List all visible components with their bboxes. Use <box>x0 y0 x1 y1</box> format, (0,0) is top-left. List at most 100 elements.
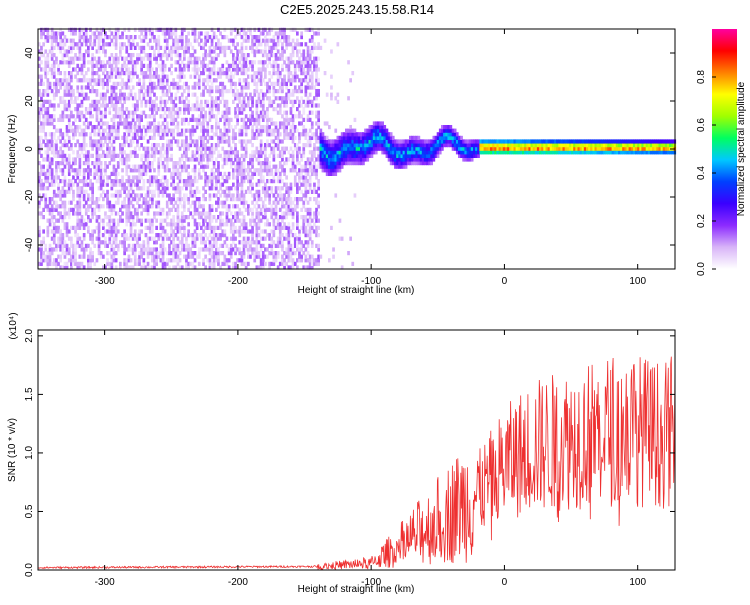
heatmap-cell <box>210 107 214 112</box>
heatmap-cell <box>306 189 310 194</box>
heatmap-cell <box>259 81 263 86</box>
heatmap-cell <box>114 132 118 137</box>
heatmap-cell <box>223 110 227 115</box>
heatmap-cell <box>165 89 169 94</box>
heatmap-cell <box>59 99 62 104</box>
heatmap-cell <box>161 74 165 79</box>
heatmap-cell <box>89 218 92 223</box>
heatmap-cell <box>300 85 303 90</box>
heatmap-cell <box>38 179 41 184</box>
heatmap-cell <box>202 60 205 65</box>
heatmap-cell <box>283 27 286 32</box>
heatmap-cell <box>178 193 182 198</box>
heatmap-cell <box>300 254 303 259</box>
heatmap-cell <box>97 35 101 40</box>
heatmap-cell <box>223 229 227 234</box>
heatmap-cell <box>38 114 41 119</box>
heatmap-cell <box>174 254 178 259</box>
heatmap-cell <box>325 161 329 166</box>
heatmap-cell <box>52 229 56 234</box>
heatmap-cell <box>225 35 229 40</box>
heatmap-cell <box>148 247 152 252</box>
heatmap-cell <box>170 139 173 144</box>
heatmap-cell <box>153 121 156 126</box>
heatmap-cell <box>296 38 299 43</box>
heatmap-cell <box>223 27 227 32</box>
heatmap-cell <box>298 171 301 176</box>
heatmap-cell <box>67 186 71 191</box>
heatmap-cell <box>65 132 69 137</box>
heatmap-cell <box>168 207 171 212</box>
heatmap-cell <box>293 71 297 76</box>
heatmap-cell <box>242 153 246 158</box>
heatmap-cell <box>178 218 182 223</box>
heatmap-cell <box>153 74 156 79</box>
heatmap-cell <box>148 89 152 94</box>
heatmap-cell <box>283 251 286 256</box>
heatmap-cell <box>121 243 124 248</box>
heatmap-cell <box>330 139 333 144</box>
heatmap-cell <box>80 42 84 47</box>
heatmap-cell <box>274 63 278 68</box>
heatmap-cell <box>61 157 65 162</box>
heatmap-cell <box>59 38 62 43</box>
heatmap-cell <box>247 229 250 234</box>
heatmap-cell <box>287 92 291 97</box>
heatmap-cell <box>42 125 45 130</box>
heatmap-cell <box>236 179 239 184</box>
heatmap-cell <box>283 225 286 230</box>
heatmap-cell <box>112 121 116 126</box>
heatmap-cell <box>197 168 201 173</box>
heatmap-cell <box>219 215 222 220</box>
heatmap-cell <box>155 27 158 32</box>
heatmap-cell <box>244 53 248 58</box>
heatmap-cell <box>236 63 239 68</box>
heatmap-cell <box>266 125 269 130</box>
heatmap-cell <box>99 164 103 169</box>
heatmap-cell <box>244 92 248 97</box>
heatmap-cell <box>315 135 318 140</box>
heatmap-cell <box>261 92 265 97</box>
heatmap-cell <box>278 132 282 137</box>
heatmap-cell <box>176 222 180 227</box>
heatmap-cell <box>187 200 190 205</box>
heatmap-cell <box>236 218 239 223</box>
heatmap-cell <box>274 171 278 176</box>
heatmap-cell <box>215 233 218 238</box>
heatmap-cell <box>253 251 257 256</box>
heatmap-cell <box>89 254 92 259</box>
heatmap-cell <box>102 222 105 227</box>
heatmap-cell <box>229 38 233 43</box>
heatmap-cell <box>151 74 154 79</box>
heatmap-cell <box>306 56 310 61</box>
heatmap-cell <box>221 114 225 119</box>
heatmap-cell <box>155 96 158 101</box>
heatmap-cell <box>315 146 318 151</box>
heatmap-cell <box>274 42 278 47</box>
heatmap-cell <box>48 218 52 223</box>
heatmap-cell <box>298 251 301 256</box>
heatmap-cell <box>272 89 276 94</box>
heatmap-cell <box>300 103 303 108</box>
heatmap-cell <box>281 164 284 169</box>
heatmap-cell <box>159 85 163 90</box>
heatmap-cell <box>91 71 94 76</box>
heatmap-cell <box>46 117 50 122</box>
heatmap-cell <box>127 27 131 32</box>
heatmap-cell <box>261 189 265 194</box>
heatmap-cell <box>102 27 105 32</box>
heatmap-cell <box>306 63 310 68</box>
heatmap-cell <box>210 157 214 162</box>
heatmap-cell <box>99 132 103 137</box>
heatmap-cell <box>146 204 150 209</box>
heatmap-cell <box>48 49 52 54</box>
heatmap-cell <box>153 85 156 90</box>
heatmap-cell <box>272 121 276 126</box>
heatmap-cell <box>298 236 301 241</box>
heatmap-cell <box>63 200 67 205</box>
heatmap-cell <box>272 81 276 86</box>
heatmap-cell <box>127 128 131 133</box>
heatmap-cell <box>221 157 225 162</box>
heatmap-cell <box>142 27 146 32</box>
heatmap-cell <box>187 197 190 202</box>
